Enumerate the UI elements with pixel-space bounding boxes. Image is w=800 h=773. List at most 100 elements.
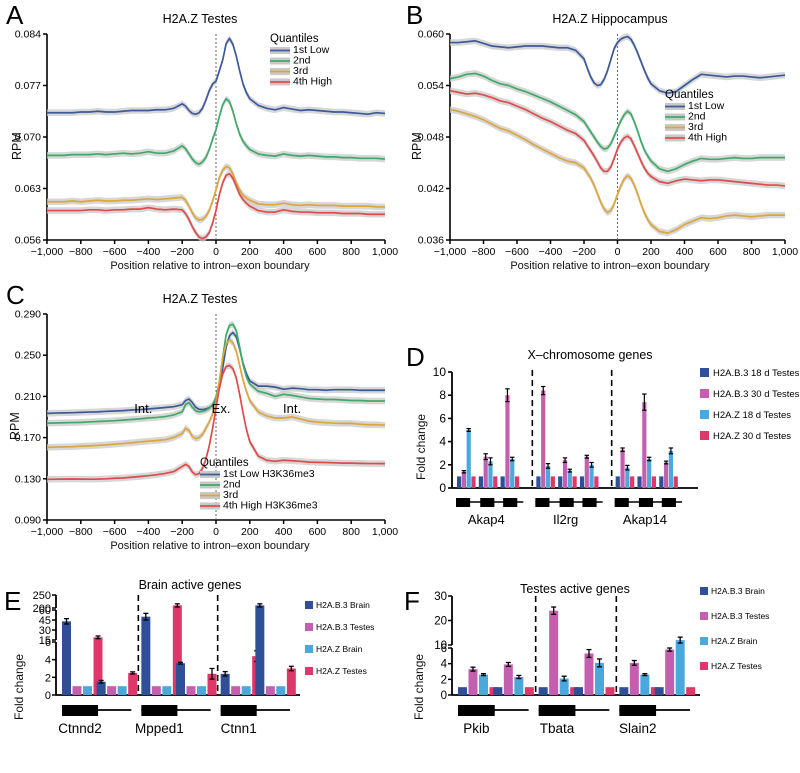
legend-item-label: H2A.B.3 Brain bbox=[711, 586, 765, 596]
bar bbox=[594, 476, 599, 488]
legend-swatch bbox=[700, 587, 708, 595]
legend-item-label: H2A.Z 18 d Testes bbox=[713, 410, 791, 421]
gene-exon-box bbox=[638, 498, 654, 507]
bar bbox=[172, 605, 182, 695]
series-line-1st-low bbox=[47, 37, 386, 116]
panel-d-ylabel: Fold change bbox=[414, 413, 428, 480]
gene-exon-box bbox=[619, 705, 657, 716]
y-tick-label: 4 bbox=[441, 659, 448, 671]
legend-swatch bbox=[700, 662, 708, 670]
confidence-band bbox=[47, 163, 385, 224]
series-line-1st-low bbox=[450, 35, 786, 95]
legend-item-label: H2A.B.3 Testes bbox=[711, 611, 769, 621]
y-tick-label: 0.077 bbox=[15, 80, 41, 92]
bar bbox=[176, 663, 185, 695]
y-tick-label: 0.042 bbox=[418, 183, 444, 195]
x-tick-label: −1,000 bbox=[31, 526, 64, 538]
x-tick-label: −400 bbox=[539, 246, 563, 258]
legend-item-label: 1st Low bbox=[688, 100, 725, 112]
bar bbox=[468, 669, 478, 695]
bar bbox=[514, 676, 524, 695]
x-tick-label: 1,000 bbox=[772, 246, 798, 258]
x-tick-label: 400 bbox=[676, 246, 694, 258]
bar bbox=[541, 390, 546, 488]
confidence-band bbox=[450, 70, 785, 175]
gene-label: Tbata bbox=[540, 721, 575, 736]
bar bbox=[574, 687, 583, 695]
region-annotation: Int. bbox=[283, 401, 301, 416]
legend-swatch bbox=[700, 637, 708, 645]
panel-e-title: Brain active genes bbox=[138, 578, 242, 592]
bar bbox=[72, 686, 82, 695]
bar bbox=[536, 476, 541, 488]
panel-e-ylabel: Fold change bbox=[12, 653, 26, 720]
legend-item-label: 3rd bbox=[688, 121, 703, 133]
legend-item-label: 3rd bbox=[293, 65, 308, 77]
bar bbox=[686, 687, 696, 695]
y-tick-label: 4 bbox=[439, 435, 446, 449]
y-tick-label: 0.084 bbox=[15, 29, 41, 41]
bar bbox=[458, 687, 467, 695]
x-tick-label: 200 bbox=[241, 246, 259, 258]
y-tick-label: 2 bbox=[441, 674, 447, 686]
bar bbox=[96, 681, 106, 695]
x-tick-label: −1,000 bbox=[434, 246, 467, 258]
gene-label: Il2rg bbox=[553, 512, 578, 527]
gene-label: Slain2 bbox=[619, 721, 657, 736]
x-tick-label: −200 bbox=[572, 246, 596, 258]
y-tick-label: 4 bbox=[45, 655, 51, 667]
y-tick-label: 60 bbox=[39, 605, 51, 617]
gene-label: Ctnnd2 bbox=[58, 721, 102, 736]
bar bbox=[647, 459, 652, 488]
x-tick-label: −800 bbox=[69, 526, 93, 538]
region-annotation: Ex. bbox=[212, 401, 231, 416]
y-tick-label: 200 bbox=[33, 603, 51, 615]
series-line-2nd bbox=[449, 72, 785, 173]
bar bbox=[493, 476, 498, 488]
bar bbox=[559, 678, 569, 695]
bar bbox=[83, 686, 92, 695]
y-tick-label: 250 bbox=[33, 590, 51, 602]
gene-exon-box bbox=[582, 498, 597, 507]
bar bbox=[505, 395, 510, 488]
bar bbox=[664, 462, 669, 488]
x-tick-label: 400 bbox=[275, 246, 293, 258]
bar bbox=[640, 674, 650, 695]
x-tick-label: −600 bbox=[505, 246, 529, 258]
y-tick-label: 0.048 bbox=[418, 132, 444, 144]
bar bbox=[642, 402, 647, 488]
bar bbox=[93, 637, 103, 695]
bar bbox=[630, 476, 635, 488]
y-tick-label: 0.070 bbox=[15, 132, 41, 144]
bar bbox=[207, 673, 217, 695]
series-line-4th-high bbox=[449, 89, 786, 187]
y-tick-label: 15 bbox=[39, 635, 51, 647]
bar bbox=[625, 467, 630, 488]
y-tick-label: 0.054 bbox=[418, 80, 444, 92]
x-tick-label: 1,000 bbox=[372, 246, 398, 258]
confidence-band bbox=[47, 321, 385, 427]
series-line-2nd bbox=[47, 97, 386, 166]
gene-exon-box bbox=[480, 498, 495, 507]
bar bbox=[595, 662, 604, 695]
y-tick-label: 0.170 bbox=[15, 432, 41, 444]
panel-f-ylabel: Fold change bbox=[412, 653, 426, 720]
x-tick-label: 800 bbox=[743, 246, 761, 258]
bar bbox=[589, 464, 594, 488]
legend-item-label: H2A.Z Testes bbox=[711, 661, 762, 671]
bar bbox=[567, 470, 572, 488]
y-tick-label: 30 bbox=[39, 625, 51, 637]
x-tick-label: 600 bbox=[309, 526, 327, 538]
panel-d-plot: 10 8 6 4 2 0 Akap4 Il2rg Akap14 H2A.B.3 18 d Test… bbox=[433, 365, 800, 527]
panel-c-ylabel: RPM bbox=[8, 412, 22, 440]
series-line-4th-high-h3k36me3 bbox=[46, 364, 386, 481]
gene-label: Pkib bbox=[463, 721, 489, 736]
panel-c-letter: C bbox=[6, 280, 25, 310]
bar bbox=[128, 672, 138, 695]
confidence-band bbox=[450, 87, 785, 190]
panel-e-letter: E bbox=[4, 586, 22, 616]
